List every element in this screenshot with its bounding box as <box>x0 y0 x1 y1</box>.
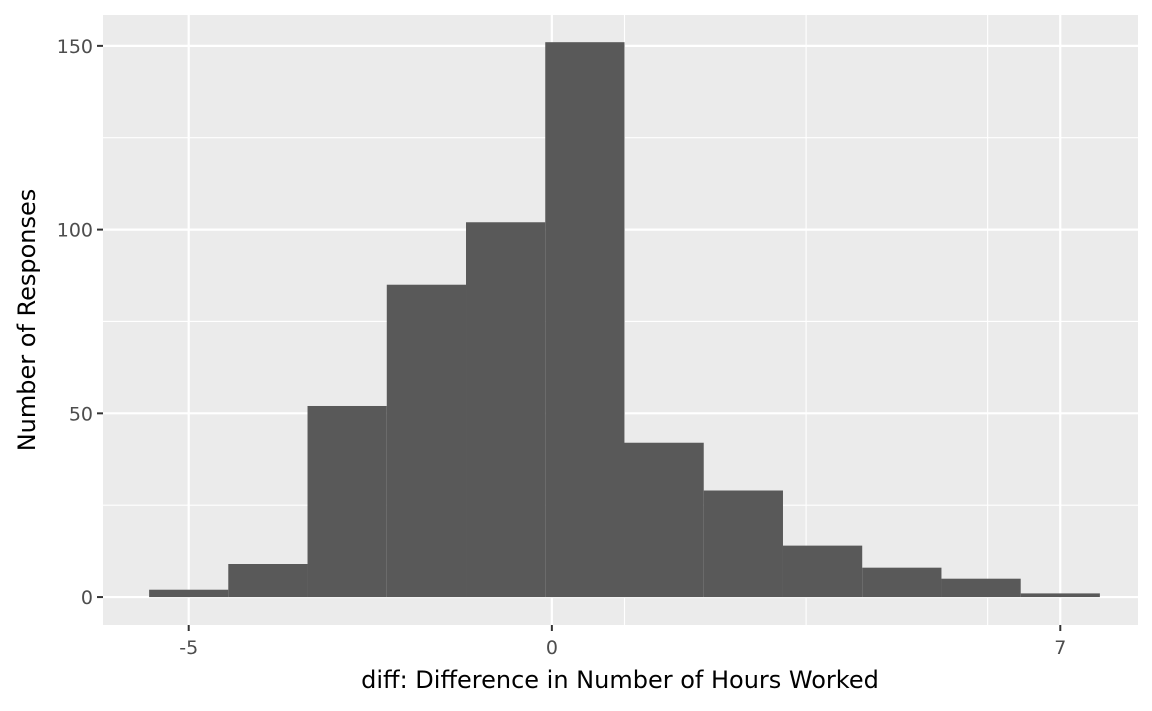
histogram-bar <box>149 589 229 598</box>
bars <box>149 42 1100 598</box>
x-tick-label: 7 <box>1054 637 1066 659</box>
x-axis: -5 0 7 <box>179 625 1066 659</box>
histogram-bar <box>545 42 625 598</box>
y-axis: 0 50 100 150 <box>57 36 103 609</box>
y-axis-title: Number of Responses <box>13 189 41 452</box>
x-tick-label: -5 <box>179 637 198 659</box>
y-tick-label: 150 <box>57 36 93 58</box>
histogram-bar <box>941 578 1021 598</box>
x-axis-title: diff: Difference in Number of Hours Work… <box>361 666 879 694</box>
histogram-bar <box>228 564 308 598</box>
histogram-bar <box>1020 593 1100 598</box>
histogram-bar <box>703 490 783 598</box>
histogram-bar <box>386 284 467 598</box>
histogram-bar <box>466 222 546 598</box>
y-tick-label: 100 <box>57 220 93 242</box>
histogram-bar <box>782 545 863 598</box>
y-tick-label: 50 <box>69 403 93 425</box>
x-tick-label: 0 <box>546 637 558 659</box>
histogram-bar <box>862 567 942 598</box>
histogram-bar <box>624 442 704 598</box>
y-tick-label: 0 <box>81 587 93 609</box>
histogram-bar <box>307 405 387 598</box>
